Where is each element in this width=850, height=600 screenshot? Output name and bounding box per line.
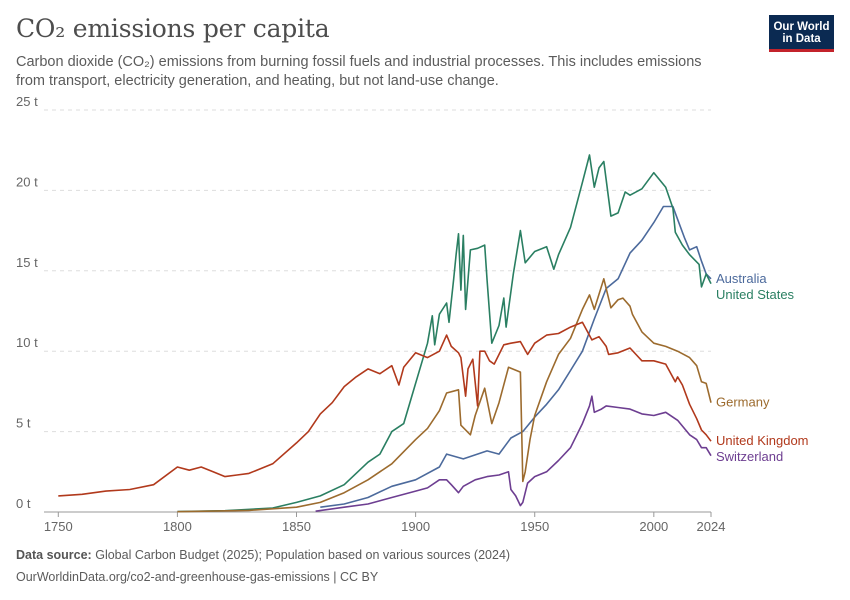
data-source-text: Global Carbon Budget (2025); Population … — [95, 548, 511, 562]
owid-logo[interactable]: Our World in Data — [769, 15, 834, 52]
x-tick-label: 1850 — [282, 519, 311, 534]
series-line-switzerland[interactable] — [315, 395, 712, 512]
chart-subtitle: Carbon dioxide (CO₂) emissions from burn… — [16, 54, 702, 89]
chart-title: CO₂ emissions per capita — [16, 14, 330, 43]
y-tick-label: 25 t — [16, 94, 38, 109]
chart-grid: 0 t 5 t 10 t 15 t 20 t 25 t — [16, 94, 711, 513]
series-line-germany[interactable] — [177, 278, 712, 513]
x-tick-label: 1950 — [520, 519, 549, 534]
x-tick-label: 2024 — [697, 519, 726, 534]
chart-series-lines — [58, 154, 712, 513]
series-line-united-states[interactable] — [177, 154, 712, 513]
source-url[interactable]: OurWorldinData.org/co2-and-greenhouse-ga… — [16, 570, 379, 584]
y-tick-label: 0 t — [16, 496, 31, 511]
series-line-australia[interactable] — [320, 205, 712, 508]
data-source: Data source: Global Carbon Budget (2025)… — [16, 548, 510, 562]
chart-x-axis: 1750 1800 1850 1900 1950 2000 2024 — [44, 511, 726, 534]
x-tick-label: 1800 — [163, 519, 192, 534]
y-tick-label: 20 t — [16, 174, 38, 189]
logo-line-1: Our World — [773, 21, 830, 33]
y-tick-label: 10 t — [16, 335, 38, 350]
series-line-united-kingdom[interactable] — [58, 321, 712, 497]
y-tick-label: 15 t — [16, 255, 38, 270]
logo-line-2: in Data — [782, 33, 821, 45]
series-label-united-kingdom: United Kingdom — [716, 433, 809, 448]
x-tick-label: 2000 — [639, 519, 668, 534]
x-tick-label: 1900 — [401, 519, 430, 534]
data-source-label: Data source: — [16, 548, 92, 562]
series-label-united-states: United States — [716, 287, 795, 302]
series-label-switzerland: Switzerland — [716, 449, 783, 464]
x-tick-label: 1750 — [44, 519, 73, 534]
series-label-germany: Germany — [716, 395, 770, 410]
series-label-australia: Australia — [716, 271, 767, 286]
y-tick-label: 5 t — [16, 416, 31, 431]
